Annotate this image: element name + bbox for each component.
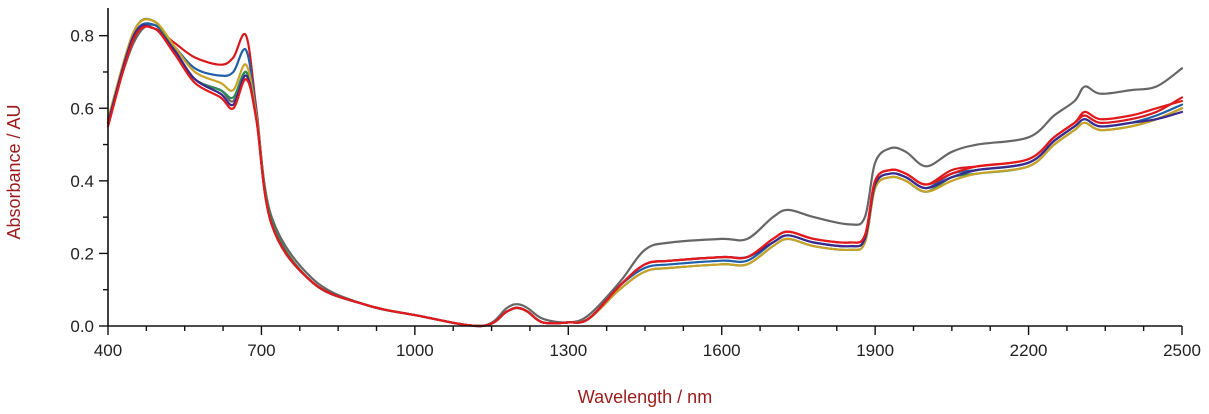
series-line-7 [106, 25, 1184, 328]
x-tick-label: 1000 [396, 341, 434, 360]
x-tick-label: 1600 [703, 341, 741, 360]
y-tick-label: 0.6 [70, 99, 94, 118]
y-tick-label: 0.2 [70, 244, 94, 263]
x-tick-label: 1900 [856, 341, 894, 360]
y-axis-title: Absorbance / AU [4, 104, 24, 239]
x-tick-label: 2200 [1010, 341, 1048, 360]
x-tick-label: 400 [94, 341, 122, 360]
series-line-1 [106, 23, 1184, 328]
x-axis-title: Wavelength / nm [578, 387, 712, 407]
y-tick-label: 0.0 [70, 317, 94, 336]
y-tick-label: 0.4 [70, 172, 94, 191]
series-line-2 [106, 24, 1184, 328]
series-line-5 [106, 18, 1184, 328]
series-line-3 [106, 22, 1184, 328]
series-line-6 [106, 24, 1184, 328]
axes-layer [107, 8, 1182, 327]
x-tick-label: 2500 [1163, 341, 1201, 360]
series-layer [106, 17, 1184, 328]
x-tick-label: 1300 [549, 341, 587, 360]
y-tick-label: 0.8 [70, 27, 94, 46]
x-tick-label: 700 [247, 341, 275, 360]
series-line-4 [106, 17, 1184, 328]
ticks-layer: 400 700 1000 1300 1600 1900 2200 2500 0.0 0.2 0.4 0… [70, 27, 1201, 360]
